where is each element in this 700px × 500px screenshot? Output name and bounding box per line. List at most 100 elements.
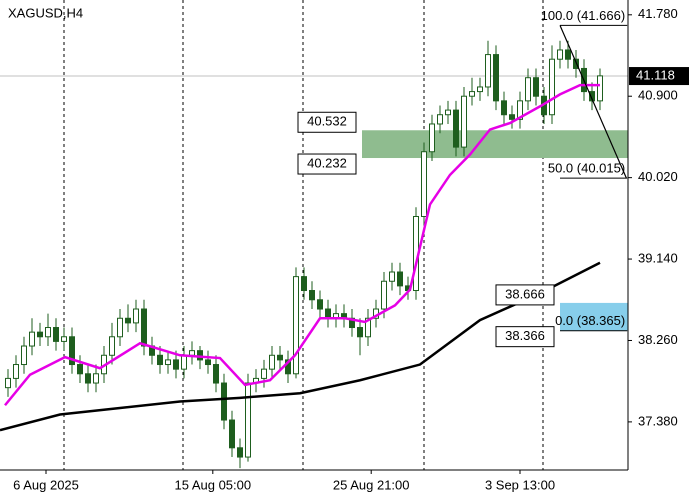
x-tick-label: 6 Aug 2025	[13, 477, 79, 492]
fib-label: 50.0 (40.015)	[548, 161, 625, 176]
zone-label: 38.666	[505, 286, 545, 301]
candle-body	[509, 114, 515, 120]
candle-body	[197, 350, 203, 361]
candle-body	[365, 317, 371, 338]
y-tick-label: 38.260	[638, 332, 678, 347]
candle-body	[125, 317, 131, 324]
candle-body	[317, 299, 323, 310]
candle-body	[549, 58, 555, 116]
candle-body	[133, 308, 139, 324]
candle-body	[237, 447, 243, 458]
label-frame	[495, 284, 555, 306]
x-tick-label: 25 Aug 21:00	[333, 477, 410, 492]
zone	[362, 130, 628, 159]
candle-body	[77, 364, 83, 375]
zone-label-box: 38.666	[495, 284, 555, 306]
zone	[560, 302, 628, 331]
candle-body	[437, 114, 443, 125]
candle-body	[589, 91, 595, 102]
candle-body	[277, 354, 283, 361]
candle-body	[485, 54, 491, 88]
label-frame	[495, 326, 555, 348]
moving-average	[0, 261, 601, 432]
zone-label: 40.232	[307, 155, 347, 170]
candle-body	[477, 86, 483, 93]
candle-body	[397, 271, 403, 287]
candle-body	[93, 373, 99, 384]
candle-body	[461, 95, 467, 148]
candle-body	[5, 377, 11, 389]
candle-body	[13, 364, 19, 379]
candle-body	[493, 54, 499, 102]
candle-body	[269, 354, 275, 370]
candle-body	[309, 290, 315, 301]
candle-body	[229, 419, 235, 449]
candle-body	[157, 354, 163, 366]
candle-body	[85, 373, 91, 384]
y-tick-label: 40.900	[638, 88, 678, 103]
candle-body	[357, 327, 363, 338]
label-frame	[297, 111, 357, 133]
chart-title: XAGUSD,H4	[8, 5, 83, 20]
candle-body	[525, 77, 531, 102]
candle-body	[429, 123, 435, 153]
candle-body	[517, 100, 523, 120]
y-tick-label: 40.020	[638, 169, 678, 184]
fib-trend-line	[559, 25, 627, 179]
candle-body	[117, 317, 123, 338]
y-tick-label: 37.380	[638, 413, 678, 428]
candle-body	[421, 151, 427, 217]
fib-label: 100.0 (41.666)	[541, 8, 626, 23]
price-tag-label: 41.118	[636, 67, 675, 82]
candle-body	[61, 336, 67, 342]
price-tag	[629, 67, 689, 86]
candle-body	[221, 382, 227, 421]
candle-body	[173, 359, 179, 370]
zone-label: 40.532	[307, 114, 347, 129]
candle-body	[565, 49, 571, 60]
candle-body	[445, 109, 451, 116]
candle-body	[557, 49, 563, 60]
candle-body	[389, 271, 395, 282]
candle-body	[69, 336, 75, 366]
y-tick-label: 39.140	[638, 250, 678, 265]
zone-label: 38.366	[505, 328, 545, 343]
candle-body	[533, 77, 539, 97]
candle-body	[285, 359, 291, 375]
candle-body	[501, 100, 507, 116]
candle-body	[53, 327, 59, 342]
candle-body	[597, 75, 603, 102]
x-tick-label: 3 Sep 13:00	[485, 477, 555, 492]
candle-body	[141, 308, 147, 347]
moving-average	[4, 83, 600, 407]
candle-body	[453, 109, 459, 148]
candle-body	[37, 331, 43, 338]
fib-label: 0.0 (38.365)	[555, 313, 625, 328]
candle-body	[573, 58, 579, 69]
candle-body	[325, 308, 331, 319]
candle-body	[293, 276, 299, 375]
candle-body	[469, 91, 475, 97]
zone-label-box: 40.232	[297, 153, 357, 175]
label-frame	[297, 153, 357, 175]
candle-body	[21, 345, 27, 366]
candle-body	[181, 354, 187, 370]
candle-body	[301, 276, 307, 292]
candle-body	[349, 317, 355, 329]
candle-body	[29, 331, 35, 347]
candle-body	[45, 327, 51, 338]
x-tick-label: 15 Aug 05:00	[174, 477, 251, 492]
candle-body	[213, 364, 219, 384]
candle-body	[261, 368, 267, 379]
candle-body	[165, 359, 171, 366]
zone-label-box: 40.532	[297, 111, 357, 133]
zone-label-box: 38.366	[495, 326, 555, 348]
candle-body	[109, 336, 115, 356]
candle-body	[205, 359, 211, 366]
candle-body	[381, 280, 387, 310]
y-tick-label: 41.780	[638, 6, 678, 21]
candle-body	[189, 350, 195, 356]
candle-body	[245, 382, 251, 458]
